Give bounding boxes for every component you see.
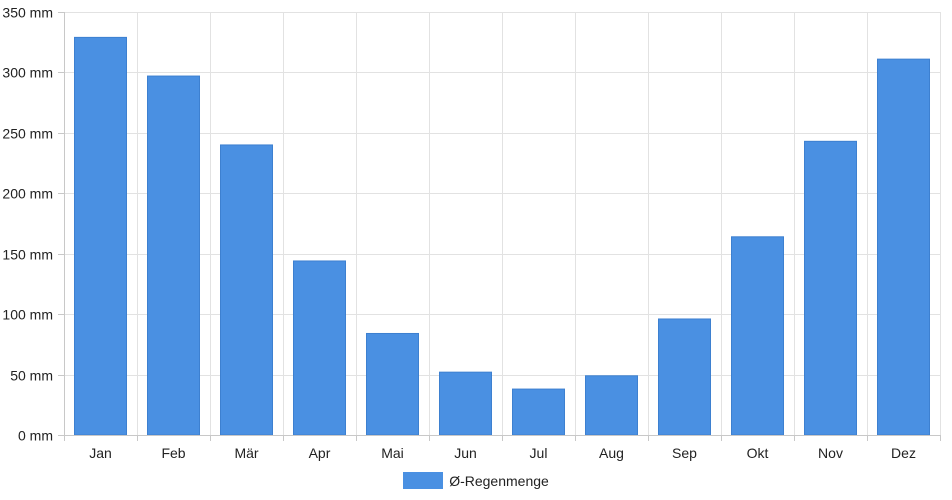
bar-sep[interactable]: [658, 318, 711, 436]
bar-mai[interactable]: [366, 332, 419, 436]
bar-jan[interactable]: [74, 36, 127, 436]
legend[interactable]: Ø-Regenmenge: [0, 472, 952, 489]
bar-dez[interactable]: [877, 58, 930, 436]
x-tick-label: Dez: [891, 445, 916, 461]
x-tick-label: Okt: [747, 445, 769, 461]
bar-okt[interactable]: [731, 236, 784, 436]
bar-jul[interactable]: [512, 388, 565, 436]
bars: [74, 36, 930, 436]
x-axis-tick-labels: Jan Feb Mär Apr Mai Jun Jul Aug Sep Okt Nov Dez: [89, 445, 916, 461]
y-tick-label: 0 mm: [18, 428, 53, 444]
bar-mär[interactable]: [220, 144, 273, 436]
x-tick-label: Aug: [599, 445, 624, 461]
x-tick-label: Jul: [530, 445, 548, 461]
axes: [58, 12, 941, 441]
grid-lines: [64, 12, 941, 435]
y-tick-label: 300 mm: [2, 65, 53, 81]
y-tick-label: 50 mm: [10, 368, 53, 384]
bar-apr[interactable]: [293, 260, 346, 436]
y-axis-tick-labels: 0 mm 50 mm 100 mm 150 mm 200 mm 250 mm 300 mm 3…: [2, 5, 53, 444]
legend-swatch: [403, 472, 444, 489]
x-tick-label: Apr: [309, 445, 331, 461]
y-tick-label: 200 mm: [2, 186, 53, 202]
y-tick-label: 100 mm: [2, 307, 53, 323]
legend-label: Ø-Regenmenge: [449, 472, 549, 489]
bar-feb[interactable]: [147, 75, 200, 436]
x-tick-label: Nov: [818, 445, 843, 461]
y-tick-label: 350 mm: [2, 5, 53, 21]
y-tick-label: 150 mm: [2, 247, 53, 263]
x-tick-label: Jun: [454, 445, 477, 461]
x-tick-label: Mai: [381, 445, 404, 461]
x-tick-label: Feb: [161, 445, 185, 461]
bar-aug[interactable]: [585, 375, 638, 436]
x-tick-label: Sep: [672, 445, 697, 461]
bar-jun[interactable]: [439, 371, 492, 436]
y-tick-label: 250 mm: [2, 126, 53, 142]
bar-nov[interactable]: [804, 140, 857, 436]
x-tick-label: Mär: [234, 445, 258, 461]
x-tick-label: Jan: [89, 445, 112, 461]
